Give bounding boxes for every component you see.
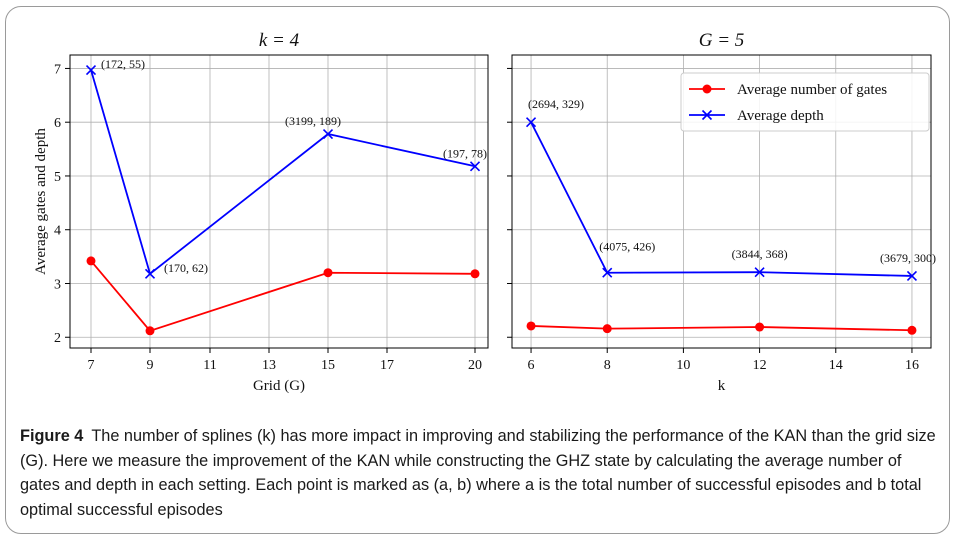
- left-ytick-label: 2: [54, 331, 61, 346]
- left-series-line-depth: [90, 69, 476, 276]
- left-point-gates: [86, 256, 96, 266]
- right-xtick-label: 14: [829, 358, 843, 373]
- left-point-depth: [322, 128, 334, 140]
- legend-marker-depth: [701, 109, 713, 121]
- right-point-annotation: (2694, 329): [528, 97, 584, 111]
- left-ytick-label: 4: [54, 224, 61, 239]
- right-axes-frame: [511, 54, 932, 349]
- legend-box: [680, 72, 930, 132]
- left-point-annotation: (197, 78): [443, 146, 487, 160]
- right-x-axis-label: k: [718, 378, 726, 394]
- left-xtick-label: 7: [88, 358, 95, 373]
- left-y-axis-label: Average gates and depth: [33, 128, 49, 275]
- right-point-depth: [906, 270, 918, 282]
- left-point-gates: [323, 268, 333, 278]
- legend-marker-gates: [702, 84, 712, 94]
- left-ytick-label: 7: [54, 62, 61, 77]
- left-point-annotation: (172, 55): [101, 57, 145, 71]
- right-xtick-label: 16: [905, 358, 919, 373]
- left-point-gates: [470, 269, 480, 279]
- left-point-annotation: (3199, 189): [285, 114, 341, 128]
- left-ytick-label: 5: [54, 170, 61, 185]
- left-xtick-label: 15: [321, 358, 335, 373]
- left-xtick-label: 9: [147, 358, 154, 373]
- left-axes-frame: [69, 54, 489, 349]
- right-series-line-gates: [531, 325, 912, 332]
- right-point-gates: [755, 322, 765, 332]
- caption-text: The number of splines (k) has more impac…: [20, 427, 936, 519]
- right-point-annotation: (3679, 300): [880, 251, 936, 265]
- right-xtick-label: 6: [528, 358, 535, 373]
- left-point-gates: [145, 326, 155, 336]
- left-point-depth: [469, 161, 481, 172]
- left-xtick-label: 17: [380, 358, 394, 373]
- left-ytick-label: 3: [54, 277, 61, 292]
- right-panel-title: G = 5: [699, 30, 745, 51]
- right-series-line-depth: [530, 121, 912, 277]
- left-xtick-label: 13: [262, 358, 276, 373]
- right-point-depth: [525, 117, 537, 128]
- right-point-gates: [526, 321, 536, 331]
- left-ytick-label: 6: [54, 116, 61, 131]
- right-point-depth: [754, 267, 765, 278]
- right-point-annotation: (4075, 426): [599, 240, 655, 254]
- right-point-depth: [602, 267, 613, 278]
- right-xtick-label: 10: [676, 358, 690, 373]
- left-xtick-label: 20: [468, 358, 482, 373]
- left-series-line-gates: [90, 260, 476, 332]
- left-point-depth: [144, 268, 156, 279]
- right-point-gates: [907, 325, 917, 335]
- left-xtick-label: 11: [203, 358, 216, 373]
- figure-caption: Figure 4 The number of splines (k) has mo…: [20, 424, 938, 522]
- left-x-axis-label: Grid (G): [253, 378, 305, 394]
- right-point-gates: [602, 324, 612, 334]
- left-point-annotation: (170, 62): [164, 261, 208, 275]
- caption-label: Figure 4: [20, 427, 84, 445]
- right-xtick-label: 8: [604, 358, 611, 373]
- left-point-depth: [85, 64, 97, 76]
- legend-label-depth: Average depth: [737, 108, 824, 124]
- right-xtick-label: 12: [753, 358, 767, 373]
- legend-label-gates: Average number of gates: [737, 82, 887, 98]
- right-point-annotation: (3844, 368): [732, 247, 788, 261]
- left-panel-title: k = 4: [259, 30, 300, 51]
